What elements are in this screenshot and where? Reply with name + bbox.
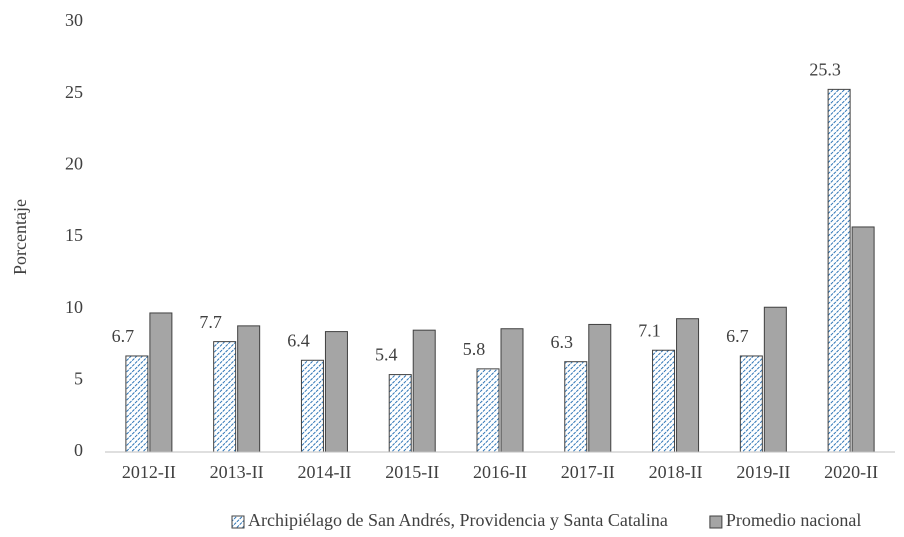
y-tick-label: 20 [65, 153, 83, 173]
bar [213, 341, 237, 453]
x-tick-label: 2017-II [561, 462, 615, 482]
bar [652, 349, 676, 453]
data-label: 7.7 [199, 312, 222, 332]
legend-label: Archipiélago de San Andrés, Providencia … [248, 510, 668, 530]
bar [412, 329, 436, 453]
x-tick-label: 2013-II [210, 462, 264, 482]
x-tick-label: 2014-II [297, 462, 351, 482]
y-axis-title: Porcentaje [10, 199, 30, 275]
legend-swatch [231, 515, 245, 529]
y-tick-label: 25 [65, 82, 83, 102]
x-tick-label: 2019-II [736, 462, 790, 482]
bar [476, 368, 500, 453]
x-tick-label: 2012-II [122, 462, 176, 482]
bar [827, 88, 851, 453]
data-label: 6.3 [551, 332, 574, 352]
bar [125, 355, 149, 453]
bar [149, 312, 173, 453]
legend-swatch [709, 515, 723, 529]
bar [388, 374, 412, 453]
y-tick-label: 10 [65, 297, 83, 317]
data-label: 5.4 [375, 345, 398, 365]
x-tick-label: 2020-II [824, 462, 878, 482]
bar [739, 355, 763, 453]
y-tick-label: 15 [65, 225, 83, 245]
bar [500, 328, 524, 453]
legend-label: Promedio nacional [726, 510, 861, 530]
data-label: 6.7 [112, 326, 135, 346]
y-tick-label: 0 [74, 440, 83, 460]
data-label: 6.4 [287, 330, 310, 350]
y-tick-label: 30 [65, 10, 83, 30]
bar [300, 359, 324, 453]
data-label: 7.1 [638, 320, 661, 340]
data-label: 25.3 [809, 59, 841, 79]
data-label: 5.8 [463, 339, 486, 359]
bar [763, 306, 787, 453]
bar [237, 325, 261, 453]
x-tick-label: 2015-II [385, 462, 439, 482]
bar [851, 226, 875, 453]
bar [676, 318, 700, 453]
x-tick-label: 2018-II [649, 462, 703, 482]
bar [588, 323, 612, 453]
bar [324, 331, 348, 453]
bar [564, 361, 588, 453]
data-label: 6.7 [726, 326, 749, 346]
x-tick-label: 2016-II [473, 462, 527, 482]
y-tick-label: 5 [74, 368, 83, 388]
